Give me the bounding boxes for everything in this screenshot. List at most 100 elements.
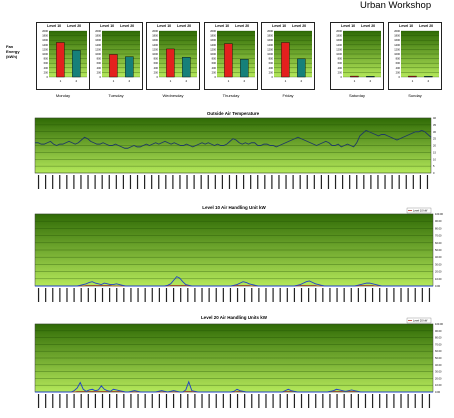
y-tick-label: 800 <box>44 57 49 61</box>
y-tick-label: 1400 <box>394 43 400 47</box>
x-tick-label <box>350 288 352 302</box>
x-tick-label <box>320 175 322 189</box>
bar <box>109 54 118 78</box>
x-tick-label <box>101 394 104 408</box>
x-tick-label <box>428 394 431 408</box>
legend-series-label: Level 20 <box>419 24 434 28</box>
x-tick-label <box>334 175 337 189</box>
legend-series-label: Level 20 <box>120 24 135 28</box>
y-tick-label: 90.00 <box>435 219 442 223</box>
x-tick-label <box>187 288 189 302</box>
x-tick-label <box>179 175 181 189</box>
day-label: Monday <box>55 93 71 98</box>
y-tick-label: 400 <box>44 66 49 70</box>
x-tick-label <box>80 394 82 408</box>
y-tick-label: 400 <box>338 66 343 70</box>
x-tick-label <box>87 175 89 189</box>
x-tick-label <box>59 288 61 302</box>
x-tick-label <box>293 394 296 408</box>
bar <box>281 42 290 78</box>
legend-box <box>406 207 432 214</box>
y-tick-label: 10 <box>433 157 436 161</box>
bar <box>125 56 134 78</box>
x-tick-label <box>426 175 429 189</box>
x-tick-label <box>101 175 103 189</box>
bar <box>424 76 433 78</box>
x-tick-label <box>45 288 47 302</box>
y-tick-label: 1000 <box>210 52 216 56</box>
y-tick-label: 50.00 <box>435 248 442 252</box>
x-tick-label <box>414 394 416 408</box>
y-tick-label: 400 <box>396 66 401 70</box>
y-tick-label: 600 <box>97 61 102 65</box>
y-tick-label: 0 <box>157 75 159 79</box>
y-tick-label: 200 <box>396 70 401 74</box>
x-tick-label <box>322 288 324 302</box>
x-tick-label <box>272 288 274 302</box>
x-tick-label <box>306 175 308 189</box>
x-tick-label <box>386 288 388 302</box>
x-tick-label <box>357 394 359 408</box>
x-tick-label <box>421 394 423 408</box>
x-tick-label <box>109 394 111 408</box>
x-tick-label <box>265 394 267 408</box>
y-tick-label: 1800 <box>152 34 158 38</box>
y-tick-label: 800 <box>97 57 102 61</box>
y-tick-label: 35 <box>433 123 436 127</box>
x-tick-label <box>384 175 386 189</box>
y-tick-label: 1000 <box>95 52 101 56</box>
y-tick-label: 600 <box>154 61 159 65</box>
x-tick-label <box>37 288 40 302</box>
y-tick-label: 1600 <box>95 38 101 42</box>
daily-bar-chart: Level 10 Level 20 0 200 400 600 800 1000 1200 140… <box>261 22 315 90</box>
x-tick-label <box>108 175 110 189</box>
x-tick-label <box>391 175 393 189</box>
x-tick-label <box>250 175 252 189</box>
y-tick-label: 0 <box>272 75 274 79</box>
x-tick-label <box>308 394 310 408</box>
x-tick-label: 1 <box>285 79 287 83</box>
x-tick-label <box>45 394 47 408</box>
x-tick-label <box>299 175 301 189</box>
x-tick-label <box>151 175 153 189</box>
y-tick-label: 200 <box>154 70 159 74</box>
y-tick-label: 2000 <box>210 29 216 33</box>
y-tick-label: 1600 <box>336 38 342 42</box>
x-tick-label: 1 <box>228 79 230 83</box>
y-tick-label: 40 <box>433 116 436 120</box>
chart-title: Level 20 Air Handling Units kW <box>201 315 268 320</box>
x-tick-label <box>414 288 416 302</box>
x-tick-label: 2 <box>301 79 303 83</box>
x-tick-label: 2 <box>244 79 246 83</box>
x-tick-label <box>279 288 281 302</box>
y-tick-label: 600 <box>44 61 49 65</box>
x-tick-label <box>377 175 379 189</box>
chart-title: Level 10 Air Handling Unit kW <box>202 205 266 210</box>
legend-series-label: Level 10 <box>215 24 230 28</box>
x-tick-label <box>201 288 203 302</box>
x-tick-label <box>94 288 97 302</box>
x-tick-label <box>180 394 182 408</box>
x-tick-label <box>129 175 132 189</box>
x-tick-label: 2 <box>186 79 188 83</box>
y-tick-label: 1200 <box>95 47 101 51</box>
x-tick-label <box>407 394 409 408</box>
y-tick-label: 800 <box>154 57 159 61</box>
x-tick-label <box>194 394 196 408</box>
x-tick-label <box>428 288 431 302</box>
fan-label-line: Fan <box>6 44 14 49</box>
y-tick-label: 200 <box>269 70 274 74</box>
y-tick-label: 1600 <box>267 38 273 42</box>
y-tick-label: 1400 <box>95 43 101 47</box>
y-tick-label: 400 <box>212 66 217 70</box>
day-label: Thursday <box>222 93 240 98</box>
y-tick-label: 10.00 <box>435 383 442 387</box>
y-tick-label: 100.00 <box>435 322 443 326</box>
x-tick-label <box>73 175 75 189</box>
x-tick-label <box>364 394 367 408</box>
x-tick-label <box>123 288 125 302</box>
x-tick-label <box>109 288 111 302</box>
day-label: Saturday <box>348 93 365 98</box>
